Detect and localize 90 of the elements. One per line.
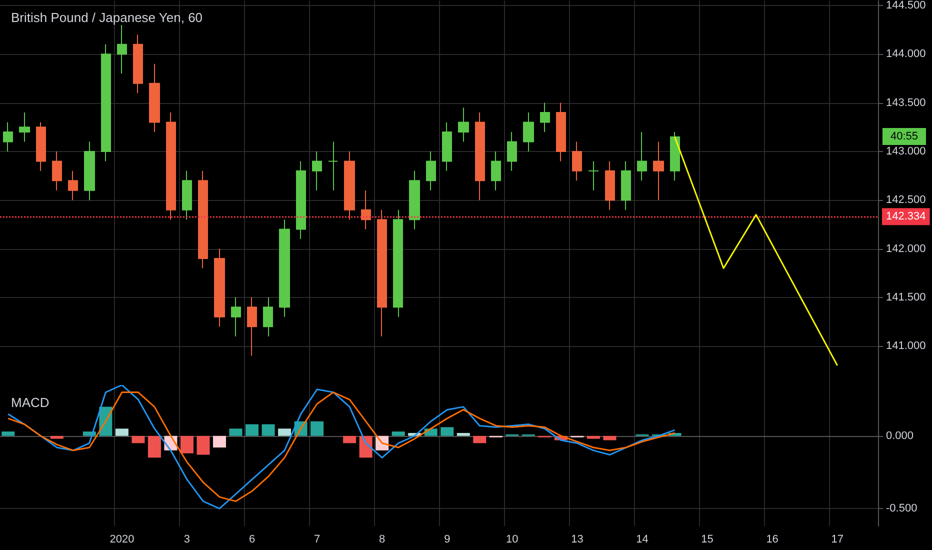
candlestick: [426, 150, 436, 191]
bar: [196, 436, 210, 455]
text: MACD: [11, 395, 50, 410]
candlestick: [312, 150, 322, 191]
text: British Pound / Japanese Yen, 60: [11, 10, 203, 25]
candlestick: [149, 63, 160, 132]
bar: [456, 432, 470, 436]
bar: [180, 436, 194, 454]
candlestick: [68, 170, 78, 201]
candlestick: [393, 209, 403, 318]
x-tick-label: 7: [314, 534, 320, 546]
candlestick: [507, 132, 517, 172]
candlestick: [101, 44, 111, 162]
candlestick: [328, 141, 338, 191]
x-tick-label: 6: [248, 534, 256, 546]
ref-line-label: 142.334: [886, 210, 926, 223]
candlestick: [442, 122, 452, 172]
bar: [246, 424, 259, 436]
bar: [148, 436, 161, 458]
bar: [229, 428, 242, 436]
candlestick: [458, 107, 469, 142]
candlestick: [19, 112, 30, 142]
candlestick: [279, 219, 290, 318]
candlestick: [491, 150, 501, 191]
candlestick: [117, 24, 127, 74]
candlestick: [84, 141, 95, 201]
x-tick-label: 14: [636, 534, 648, 546]
y-tick-label: 144.500: [886, 0, 926, 12]
candlestick: [214, 248, 225, 328]
y-tick-label: 142.000: [886, 242, 926, 255]
candlestick: [588, 160, 599, 191]
candlestick: [409, 170, 420, 230]
candlestick: [344, 150, 355, 220]
bar: [2, 432, 15, 436]
bar: [50, 436, 64, 439]
bar: [586, 436, 600, 439]
candlestick: [36, 122, 46, 172]
candlestick: [182, 170, 192, 220]
bar: [343, 436, 356, 444]
candlestick: [133, 34, 143, 94]
candlestick: [670, 132, 680, 182]
x-tick-label: 17: [831, 534, 844, 546]
line-series: [674, 136, 838, 366]
y-tick-label: 141.000: [886, 340, 926, 352]
bar: [262, 424, 275, 436]
candlestick: [296, 160, 306, 240]
candlestick: [198, 170, 208, 269]
x-tick-label: 9: [444, 534, 450, 546]
bar: [212, 436, 226, 448]
y-tick-label: 143.000: [886, 145, 926, 158]
x-tick-label: 3: [184, 534, 190, 546]
bar: [440, 427, 454, 436]
candlestick: [52, 150, 62, 191]
y-tick-label: 0.000: [886, 430, 914, 442]
bar: [278, 428, 292, 436]
bar: [392, 432, 405, 436]
x-tick-label: 13: [571, 534, 584, 546]
y-tick-label: 144.000: [886, 48, 926, 60]
x-tick-label: 10: [506, 534, 518, 546]
candlestick: [637, 132, 647, 182]
candlestick: [3, 122, 13, 152]
bar: [310, 421, 324, 436]
candlestick: [166, 112, 176, 220]
bar: [132, 436, 145, 444]
text: 40:55: [890, 130, 918, 142]
candlestick: [653, 141, 664, 201]
bar: [359, 436, 372, 458]
bar: [603, 436, 616, 440]
candlestick: [263, 296, 273, 337]
candlestick: [523, 112, 534, 152]
x-tick-label: 8: [379, 534, 386, 546]
candlestick: [556, 102, 566, 162]
x-tick-label: 16: [766, 534, 778, 546]
candlestick: [231, 296, 241, 337]
y-tick-label: 142.500: [886, 194, 926, 206]
candlestick: [540, 102, 550, 132]
candlestick: [475, 112, 485, 201]
bar: [115, 428, 128, 436]
candlestick: [361, 190, 371, 230]
candlestick: [621, 160, 631, 210]
candlestick: [377, 209, 387, 337]
candlestick: [605, 160, 615, 210]
x-tick-label: 15: [701, 534, 714, 546]
y-tick-label: 141.500: [886, 291, 926, 304]
y-tick-label: 143.500: [886, 96, 926, 109]
candlestick: [572, 141, 582, 182]
candlestick: [247, 296, 257, 356]
y-tick-label: -0.500: [886, 502, 918, 515]
bar: [473, 436, 486, 444]
x-tick-label: 2020: [110, 534, 134, 546]
